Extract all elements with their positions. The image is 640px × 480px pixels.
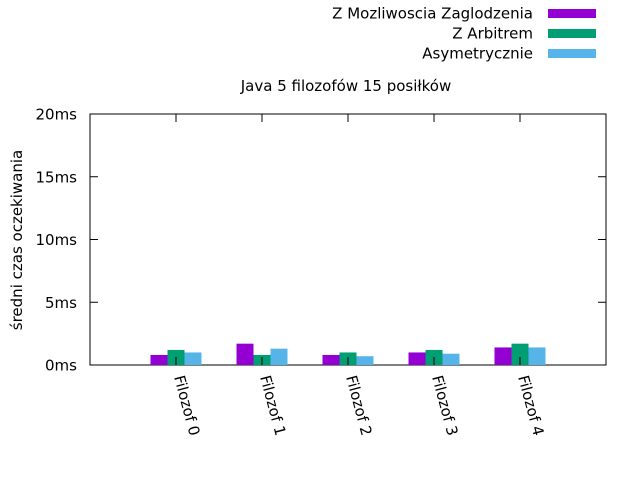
legend: Z Mozliwoscia Zaglodzenia Z Arbitrem Asyme… [332,5,596,63]
y-tick-label: 15ms [35,168,77,186]
y-tick-label: 0ms [45,357,77,375]
y-tick-label: 10ms [35,231,77,249]
bar-1-3 [408,352,426,365]
bar-1-1 [236,343,254,365]
bar-3-3 [442,353,460,365]
y-tick-label: 20ms [35,106,77,124]
legend-swatch-2 [548,29,596,38]
bars [150,343,546,365]
y-tick-label: 5ms [45,294,77,312]
legend-label-3: Asymetrycznie [422,45,533,63]
bar-3-1 [270,348,288,365]
legend-label-1: Z Mozliwoscia Zaglodzenia [332,5,533,23]
plot-frame [89,113,607,366]
bar-1-2 [322,354,340,365]
x-tick-label: Filozof 0 [170,373,203,437]
legend-label-2: Z Arbitrem [452,25,533,43]
chart-title: Java 5 filozofów 15 posiłków [240,77,452,95]
bar-1-0 [150,354,168,365]
bar-3-4 [528,347,546,365]
x-tick-label: Filozof 3 [428,373,461,437]
legend-swatch-1 [548,9,596,18]
bar-1-4 [494,347,512,365]
legend-swatch-3 [548,49,596,58]
x-tick-label: Filozof 2 [342,373,375,437]
x-tick-label: Filozof 1 [256,373,289,437]
x-tick-label: Filozof 4 [514,373,547,437]
bar-3-2 [356,356,374,365]
bar-2-4 [511,343,529,365]
y-axis-label: średni czas oczekiwania [8,150,26,330]
bar-3-0 [184,352,202,365]
x-axis: Filozof 0 Filozof 1 Filozof 2 Filozof 3 Filo… [170,114,547,438]
y-axis: 0ms 5ms 10ms 15ms 20ms [35,106,606,375]
